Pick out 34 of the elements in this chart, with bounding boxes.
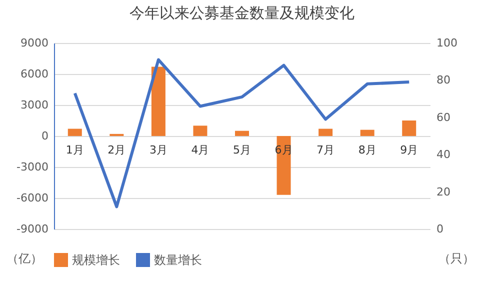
x-tick-label: 7月 [316,144,335,156]
y2-tick-label: 20 [436,185,450,198]
y2-tick-label: 40 [436,148,450,162]
x-tick-label: 9月 [400,144,418,156]
y-tick-label: 0 [42,130,48,142]
bar [276,136,291,195]
y-tick-label: 3000 [20,98,48,112]
bar [151,66,166,136]
chart-title: 今年以来公募基金数量及规模变化 [130,4,354,22]
bar [193,126,208,136]
x-tick-label: 4月 [191,144,210,156]
y2-tick-label: 0 [436,222,444,236]
y2-axis-title: （只） [438,252,474,266]
y-axis-title: （亿） [6,252,42,266]
x-tick-label: 5月 [233,144,251,156]
bar [318,128,333,136]
bar [402,120,416,136]
y-tick-label: -3000 [16,160,48,174]
y2-tick-label: 100 [436,36,458,50]
legend-label: 规模增长 [72,253,120,267]
y-tick-label: 6000 [20,68,48,80]
x-tick-label: 8月 [358,144,376,156]
bar [68,128,82,136]
y-tick-label: -6000 [16,192,48,204]
y2-tick-label: 80 [436,74,450,87]
bar [360,130,374,136]
y-tick-label: 9000 [20,36,48,50]
x-tick-label: 1月 [66,144,84,156]
legend-label: 数量增长 [154,253,202,267]
bar [235,130,249,136]
x-tick-label: 3月 [149,144,168,156]
y2-tick-label: 60 [436,110,450,124]
x-tick-label: 2月 [108,144,126,156]
y-tick-label: -9000 [16,222,48,236]
